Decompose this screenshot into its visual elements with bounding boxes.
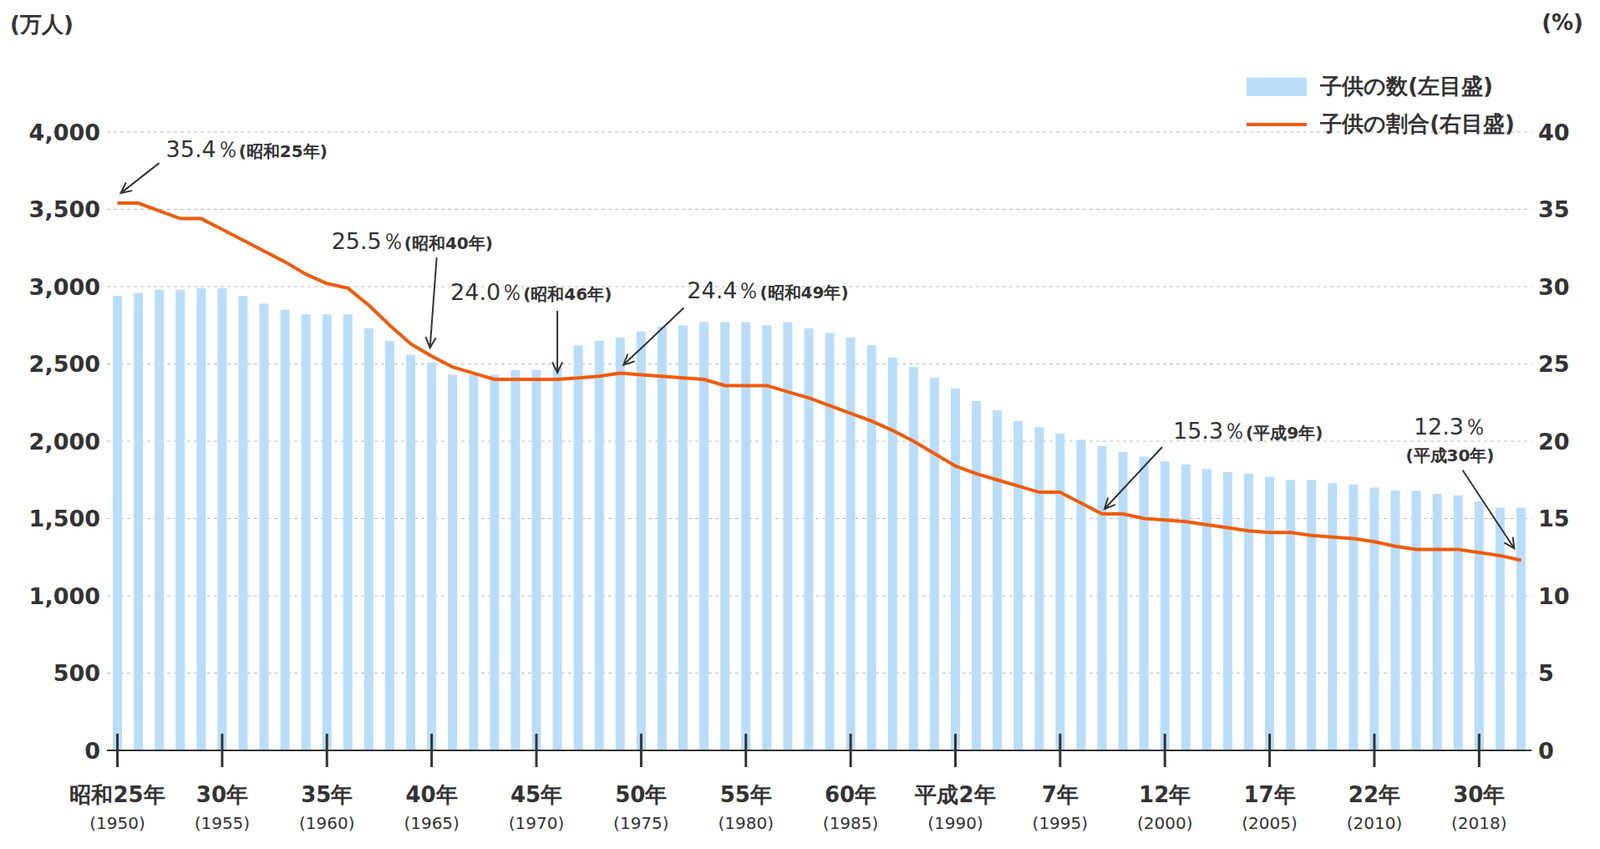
svg-text:24.4％(昭和49年): 24.4％(昭和49年) xyxy=(686,277,849,304)
svg-text:7年: 7年 xyxy=(1041,782,1079,808)
svg-text:35: 35 xyxy=(1538,196,1570,223)
html-text:(万人): (万人) xyxy=(10,11,74,37)
svg-text:35年: 35年 xyxy=(300,782,353,808)
svg-text:40年: 40年 xyxy=(406,782,458,808)
svg-text:(2005): (2005) xyxy=(1241,812,1298,834)
svg-text:(2000): (2000) xyxy=(1137,812,1194,834)
svg-text:60年: 60年 xyxy=(824,782,877,808)
svg-text:40: 40 xyxy=(1538,119,1570,146)
svg-text:昭和25年: 昭和25年 xyxy=(69,782,165,808)
svg-text:45年: 45年 xyxy=(510,782,563,808)
svg-text:3,500: 3,500 xyxy=(29,196,101,223)
svg-text:12年: 12年 xyxy=(1138,782,1191,808)
svg-text:12.3％(平成30年): 12.3％(平成30年) xyxy=(1405,413,1494,466)
svg-text:3,000: 3,000 xyxy=(29,274,101,300)
svg-text:24.0％(昭和46年): 24.0％(昭和46年) xyxy=(450,279,612,305)
svg-text:15: 15 xyxy=(1538,505,1570,532)
html-text:子供の割合(右目盛): 子供の割合(右目盛) xyxy=(1320,111,1515,137)
svg-text:50年: 50年 xyxy=(614,782,667,808)
svg-text:30年: 30年 xyxy=(196,782,249,808)
svg-text:0: 0 xyxy=(1538,737,1555,764)
svg-text:30: 30 xyxy=(1538,274,1570,300)
svg-text:30年: 30年 xyxy=(1452,782,1505,808)
svg-text:10: 10 xyxy=(1538,583,1570,610)
svg-text:4,000: 4,000 xyxy=(29,119,101,146)
svg-text:25.5％(昭和40年): 25.5％(昭和40年) xyxy=(331,228,493,254)
svg-text:(1950): (1950) xyxy=(89,812,146,834)
svg-text:(1995): (1995) xyxy=(1032,812,1089,834)
svg-text:(1980): (1980) xyxy=(717,812,774,834)
svg-text:(1970): (1970) xyxy=(508,812,565,834)
svg-text:15.3％(平成9年): 15.3％(平成9年) xyxy=(1173,417,1323,444)
svg-text:(1965): (1965) xyxy=(403,812,460,834)
svg-text:(1990): (1990) xyxy=(927,812,984,834)
svg-text:(2010): (2010) xyxy=(1346,812,1403,834)
svg-text:17年: 17年 xyxy=(1243,782,1296,808)
svg-text:2,000: 2,000 xyxy=(29,428,101,455)
svg-text:1,000: 1,000 xyxy=(29,583,101,610)
svg-text:55年: 55年 xyxy=(720,782,773,808)
svg-text:平成2年: 平成2年 xyxy=(914,782,996,808)
svg-text:(2018): (2018) xyxy=(1451,812,1508,834)
svg-text:25: 25 xyxy=(1538,350,1570,377)
svg-text:0: 0 xyxy=(84,737,101,764)
svg-text:22年: 22年 xyxy=(1348,782,1401,808)
svg-text:(1985): (1985) xyxy=(822,812,879,834)
svg-text:500: 500 xyxy=(53,660,101,686)
svg-text:(1975): (1975) xyxy=(613,812,670,834)
html-text:子供の数(左目盛): 子供の数(左目盛) xyxy=(1320,73,1494,99)
svg-text:(1960): (1960) xyxy=(299,812,356,834)
svg-text:35.4％(昭和25年): 35.4％(昭和25年) xyxy=(166,136,328,163)
svg-text:2,500: 2,500 xyxy=(29,350,101,377)
svg-text:(1955): (1955) xyxy=(194,812,251,834)
svg-text:1,500: 1,500 xyxy=(29,505,101,532)
svg-text:20: 20 xyxy=(1538,428,1570,455)
svg-text:5: 5 xyxy=(1538,660,1555,686)
